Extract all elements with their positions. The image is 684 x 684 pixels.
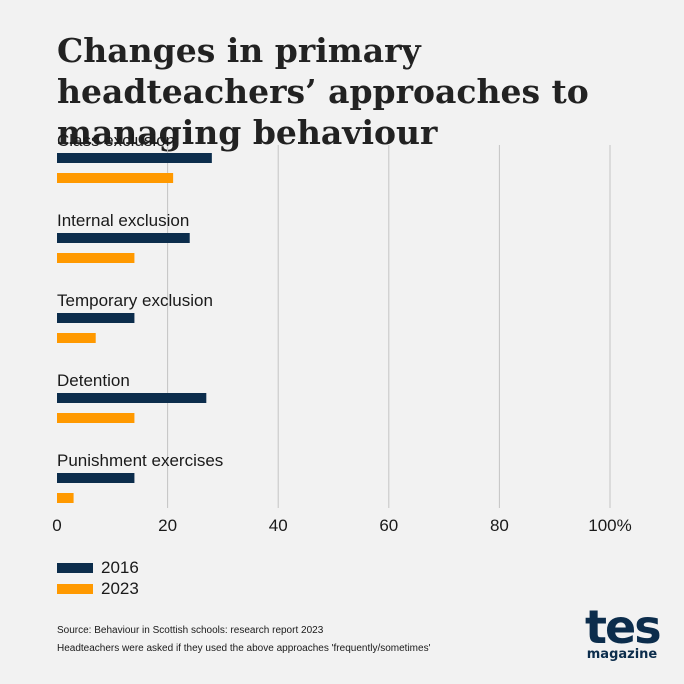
source-line: Source: Behaviour in Scottish schools: r… xyxy=(57,625,324,636)
source-note: Source: Behaviour in Scottish schools: r… xyxy=(57,622,430,658)
bar-2016 xyxy=(57,313,135,323)
bar-2016 xyxy=(57,393,207,403)
bar-2016 xyxy=(57,233,190,243)
legend-label-2023: 2023 xyxy=(101,578,139,598)
x-tick-labels: 0 20 40 60 80 100% xyxy=(52,516,631,535)
tes-magazine-logo: tes magazine xyxy=(585,600,662,662)
bar-2023 xyxy=(57,173,174,183)
bar-2016 xyxy=(57,473,135,483)
x-tick-label: 40 xyxy=(269,516,288,535)
x-tick-label: 100% xyxy=(588,516,631,535)
legend: 2016 2023 xyxy=(57,557,139,599)
method-note: Headteachers were asked if they used the… xyxy=(57,643,431,654)
category-label: Punishment exercises xyxy=(57,451,223,470)
category-label: Class exclusion xyxy=(57,131,175,150)
bar-2016 xyxy=(57,153,212,163)
x-tick-label: 0 xyxy=(52,516,61,535)
category-label: Detention xyxy=(57,371,130,390)
x-tick-label: 80 xyxy=(490,516,509,535)
chart-title: Changes in primary headteachers’ approac… xyxy=(57,31,589,152)
x-tick-label: 20 xyxy=(158,516,177,535)
category-label: Temporary exclusion xyxy=(57,291,213,310)
logo-word: tes xyxy=(585,600,662,654)
legend-item-2016: 2016 xyxy=(57,557,139,578)
category-labels: Class exclusion Internal exclusion Tempora… xyxy=(57,131,223,470)
logo-sub: magazine xyxy=(586,647,658,662)
legend-swatch-2016 xyxy=(57,562,93,573)
bars xyxy=(57,153,212,503)
bar-2023 xyxy=(57,253,135,263)
bar-2023 xyxy=(57,333,96,343)
legend-swatch-2023 xyxy=(57,583,93,594)
bar-2023 xyxy=(57,413,135,423)
legend-label-2016: 2016 xyxy=(101,557,139,577)
x-tick-label: 60 xyxy=(379,516,398,535)
legend-item-2023: 2023 xyxy=(57,578,139,599)
category-label: Internal exclusion xyxy=(57,211,189,230)
grid-lines xyxy=(167,145,611,508)
bar-2023 xyxy=(57,493,74,503)
